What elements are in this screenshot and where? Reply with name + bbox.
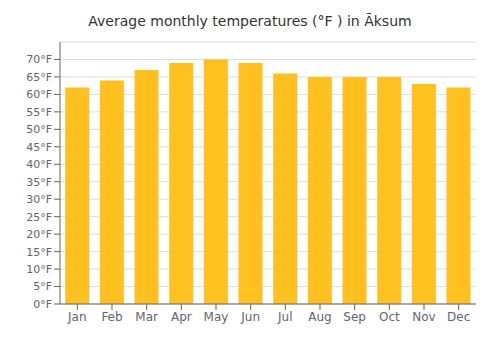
svg-text:0°F: 0°F: [33, 298, 52, 311]
svg-text:25°F: 25°F: [26, 211, 52, 224]
svg-text:10°F: 10°F: [26, 263, 52, 276]
svg-text:May: May: [204, 310, 229, 324]
svg-text:35°F: 35°F: [26, 176, 52, 189]
svg-text:Dec: Dec: [447, 310, 470, 324]
svg-text:30°F: 30°F: [26, 193, 52, 206]
svg-text:65°F: 65°F: [26, 71, 52, 84]
svg-text:60°F: 60°F: [26, 88, 52, 101]
svg-text:20°F: 20°F: [26, 228, 52, 241]
svg-text:Aug: Aug: [308, 310, 331, 324]
svg-text:Feb: Feb: [101, 310, 122, 324]
svg-text:70°F: 70°F: [26, 53, 52, 66]
svg-text:15°F: 15°F: [26, 246, 52, 259]
svg-text:Jun: Jun: [240, 310, 260, 324]
svg-text:50°F: 50°F: [26, 123, 52, 136]
svg-text:55°F: 55°F: [26, 106, 52, 119]
svg-text:5°F: 5°F: [33, 280, 52, 293]
svg-text:40°F: 40°F: [26, 158, 52, 171]
svg-text:45°F: 45°F: [26, 141, 52, 154]
svg-text:Apr: Apr: [171, 310, 192, 324]
html-text:Average monthly temperatures (: Average monthly temperatures (°F ) in Āk…: [88, 13, 412, 29]
svg-text:Mar: Mar: [135, 310, 158, 324]
svg-text:Jul: Jul: [277, 310, 292, 324]
svg-text:Jan: Jan: [67, 310, 87, 324]
svg-text:Oct: Oct: [379, 310, 400, 324]
svg-text:Sep: Sep: [343, 310, 366, 324]
svg-text:Nov: Nov: [412, 310, 435, 324]
